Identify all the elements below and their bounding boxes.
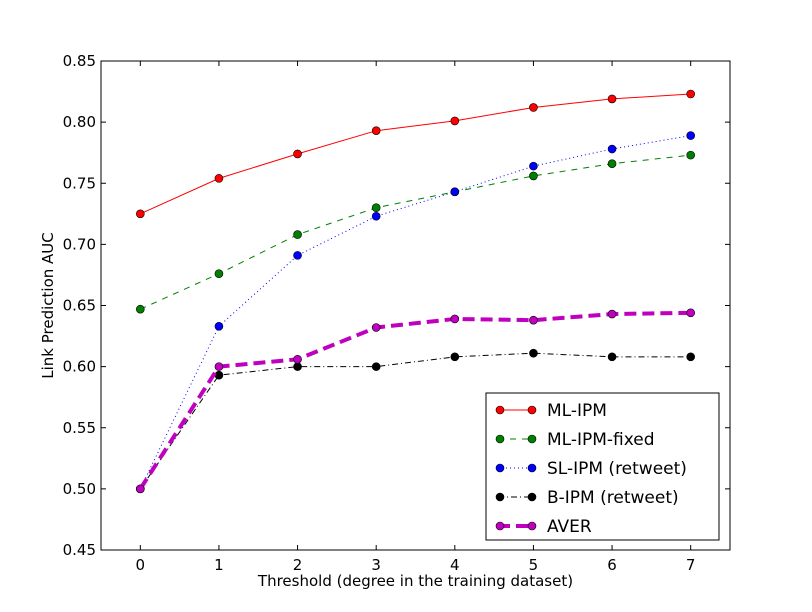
legend-marker <box>527 521 537 531</box>
data-point <box>686 352 695 362</box>
data-point <box>214 174 224 183</box>
data-point <box>136 209 145 219</box>
data-point <box>450 352 460 362</box>
x-tick-label: 2 <box>293 556 303 574</box>
data-point <box>607 352 617 362</box>
legend-marker <box>527 463 537 473</box>
y-tick-label: 0.55 <box>63 419 96 437</box>
data-point <box>607 309 617 319</box>
axis-ticks: 0 1 2 3 4 5 6 7 0.45 0.50 0.55 0.60 0.65 0.70 0.75 0.80… <box>63 52 730 574</box>
data-point <box>686 308 695 318</box>
data-point <box>686 131 695 140</box>
x-tick-label: 3 <box>371 556 381 574</box>
data-point <box>214 370 224 380</box>
y-tick-label: 0.65 <box>63 297 96 315</box>
data-point <box>293 230 302 239</box>
y-tick-label: 0.50 <box>63 480 96 498</box>
y-tick-label: 0.60 <box>63 358 96 376</box>
data-point <box>214 321 224 331</box>
data-point <box>214 269 224 279</box>
legend-marker <box>495 463 505 473</box>
series-line <box>138 310 691 490</box>
legend-marker <box>527 405 537 415</box>
data-point <box>136 484 145 494</box>
data-point <box>293 354 302 364</box>
legend-frame <box>485 392 720 541</box>
data-point <box>607 159 617 168</box>
x-axis-label: Threshold (degree in the training datase… <box>257 572 573 590</box>
legend-marker <box>527 434 537 444</box>
data-point <box>450 187 460 197</box>
data-point <box>607 144 617 154</box>
x-tick-label: 1 <box>214 556 224 574</box>
x-tick-label: 0 <box>136 556 146 574</box>
legend-marker <box>527 492 537 502</box>
data-point <box>293 362 302 371</box>
data-point <box>450 314 460 324</box>
legend: ML-IPM ML-IPM-fixed SL-IPM (retweet) B-IPM … <box>485 392 720 541</box>
y-tick-label: 0.45 <box>63 541 96 559</box>
legend-label: ML-IPM-fixed <box>547 430 655 450</box>
data-point <box>214 362 224 371</box>
legend-label: AVER <box>547 517 592 537</box>
legend-item: SL-IPM (retweet) <box>495 459 687 479</box>
data-point <box>450 116 460 126</box>
data-point <box>371 323 381 332</box>
y-axis-label: Link Prediction AUC <box>39 232 57 378</box>
legend-marker <box>495 521 505 531</box>
data-point <box>371 203 381 212</box>
series-layer <box>136 89 695 494</box>
data-point <box>371 126 381 135</box>
x-tick-label: 6 <box>607 556 617 574</box>
y-tick-label: 0.80 <box>63 113 96 131</box>
legend-item: ML-IPM-fixed <box>495 430 655 450</box>
data-point <box>529 103 538 112</box>
legend-item: ML-IPM <box>495 401 607 421</box>
x-tick-label: 7 <box>686 556 696 574</box>
data-point <box>686 89 695 99</box>
y-tick-label: 0.85 <box>63 52 96 70</box>
y-tick-label: 0.75 <box>63 174 96 192</box>
series-line <box>140 154 691 310</box>
data-point <box>371 362 381 371</box>
series-line <box>140 93 691 215</box>
series-4 <box>136 308 695 494</box>
data-point <box>293 149 302 159</box>
data-point <box>529 348 538 358</box>
legend-marker <box>495 434 505 444</box>
legend-label: ML-IPM <box>547 401 607 421</box>
series-0 <box>136 89 695 219</box>
legend-marker <box>495 405 505 415</box>
data-point <box>293 251 302 260</box>
data-point <box>529 161 538 171</box>
data-point <box>136 304 145 314</box>
x-tick-label: 5 <box>529 556 539 574</box>
legend-item: AVER <box>495 517 592 537</box>
data-point <box>607 94 617 104</box>
legend-item: B-IPM (retweet) <box>495 488 679 508</box>
y-tick-label: 0.70 <box>63 235 96 253</box>
data-point <box>529 171 538 181</box>
data-point <box>529 315 538 325</box>
x-tick-label: 4 <box>450 556 460 574</box>
legend-marker <box>495 492 505 502</box>
data-point <box>371 211 381 221</box>
legend-label: SL-IPM (retweet) <box>547 459 687 479</box>
legend-label: B-IPM (retweet) <box>547 488 679 508</box>
data-point <box>686 150 695 160</box>
